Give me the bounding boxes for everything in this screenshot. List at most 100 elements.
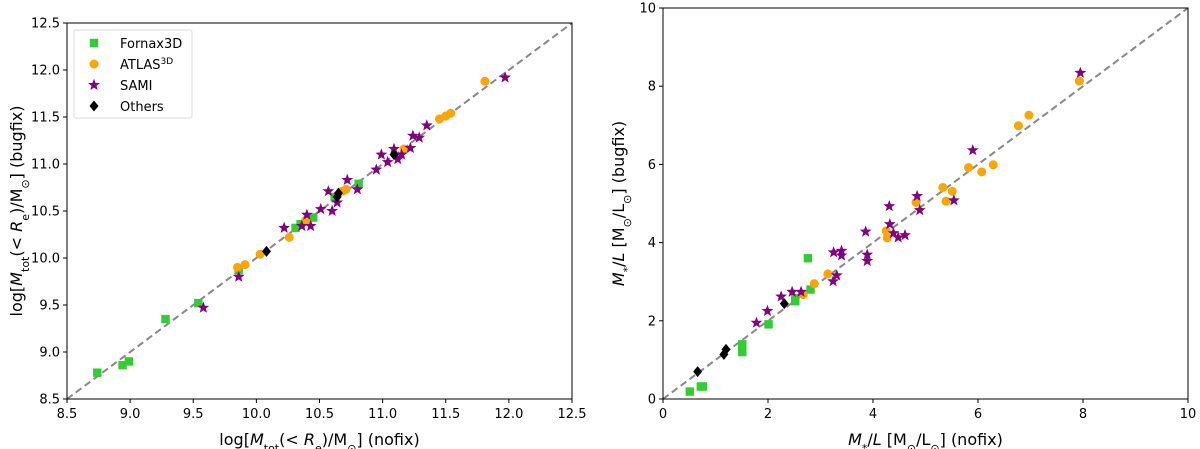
legend: Fornax3D ATLAS3D SAMI Others (73, 29, 193, 119)
data-point (861, 248, 874, 260)
label-part: ] (nofix) (940, 430, 1003, 449)
data-point (499, 71, 511, 83)
data-point (389, 149, 399, 161)
data-point (301, 208, 313, 220)
data-point (786, 285, 798, 297)
legend-label-atlas: ATLAS3D (120, 57, 173, 73)
data-point (861, 254, 874, 266)
y-axis-label: M*/L [M⊙/L⊙] (bugfix) (609, 121, 634, 286)
data-point (883, 200, 896, 212)
y-tick-label: 11.0 (31, 158, 60, 173)
data-point (446, 108, 456, 118)
data-point (1074, 66, 1087, 78)
label-part: /L (916, 430, 930, 449)
data-point (806, 285, 815, 294)
series-sami (750, 66, 1087, 328)
data-point (278, 221, 290, 233)
data-point (881, 226, 891, 236)
data-point (261, 245, 271, 257)
label-part: ] (nofix) (356, 430, 419, 449)
x-tick-label: 4 (869, 407, 877, 422)
label-part: )/M (322, 430, 347, 449)
data-point (291, 223, 300, 233)
data-point (354, 179, 363, 188)
label-part: ⊙ (19, 179, 32, 188)
data-point (407, 129, 419, 141)
label-part: [M (882, 430, 907, 449)
label-part: L (609, 253, 628, 262)
data-point (333, 187, 343, 199)
label-part: e (315, 442, 322, 449)
data-point (947, 186, 957, 196)
label-part: M (250, 430, 264, 449)
data-point (823, 269, 833, 279)
x-tick-label: 11.5 (431, 407, 460, 422)
label-part: e (19, 214, 32, 221)
data-point (803, 254, 813, 263)
label-part: (< (279, 430, 304, 449)
data-point (988, 160, 998, 170)
data-point (809, 279, 819, 289)
y-tick-label: 0 (648, 393, 656, 408)
data-point (413, 131, 426, 143)
data-point (370, 163, 383, 175)
data-point (899, 229, 911, 241)
data-point (719, 348, 729, 360)
legend-label-sami: SAMI (120, 79, 152, 94)
data-point (240, 260, 250, 270)
label-part: / (867, 430, 873, 449)
y-axis-label: log[Mtot(< Re)/M⊙] (bugfix) (7, 106, 32, 317)
left-panel: 8.5 9.0 9.5 10.0 10.5 11.0 11.5 12.0 12.5 8.5 9.0 9… (7, 17, 586, 449)
x-tick-label: 10.5 (305, 407, 334, 422)
y-tick-label: 11.5 (31, 111, 60, 126)
data-point (118, 360, 127, 370)
data-point (1024, 110, 1034, 120)
legend-superscript: 3D (161, 57, 174, 67)
x-tick-label: 12.5 (558, 407, 587, 422)
label-part: R (7, 221, 26, 232)
data-point (830, 269, 843, 281)
label-part: ⊙ (621, 195, 634, 204)
series-others (693, 298, 789, 378)
data-point (301, 215, 311, 225)
data-point (738, 343, 747, 352)
legend-name: Others (120, 100, 164, 115)
label-part: M (848, 430, 862, 449)
data-point (391, 153, 404, 165)
legend-name: ATLAS (120, 58, 161, 73)
x-axis-label: log[Mtot(< Re)/M⊙] (nofix) (219, 430, 419, 449)
data-point (404, 141, 417, 153)
data-point (941, 196, 951, 206)
one-to-one-line (662, 7, 1189, 400)
data-point (883, 218, 896, 230)
legend-label-others: Others (120, 100, 164, 115)
label-part: (< (7, 232, 26, 257)
series-atlas (232, 76, 490, 272)
x-tick-label: 8 (1079, 407, 1087, 422)
data-point (977, 167, 987, 177)
label-part: ] (bugfix) (7, 106, 26, 180)
series-atlas (798, 76, 1084, 300)
data-point (882, 233, 892, 243)
data-point (966, 144, 979, 156)
label-part: tot (264, 442, 280, 449)
data-point (827, 275, 839, 287)
y-tick-label: 2 (648, 314, 656, 329)
series-fornax3d (685, 254, 815, 396)
label-part: ⊙ (907, 442, 916, 449)
x-tick-label: 2 (764, 407, 772, 422)
data-point (761, 304, 774, 316)
data-point (197, 301, 210, 313)
series-others (261, 149, 399, 257)
data-point (738, 347, 747, 357)
legend-name: SAMI (120, 79, 152, 94)
data-point (911, 189, 923, 202)
x-tick-label: 10 (1180, 407, 1197, 422)
data-point (948, 194, 960, 206)
data-point (696, 382, 705, 391)
label-part: /L (609, 204, 628, 218)
data-point (255, 249, 265, 259)
data-point (775, 290, 787, 302)
data-point (284, 232, 294, 242)
data-point (314, 202, 327, 215)
